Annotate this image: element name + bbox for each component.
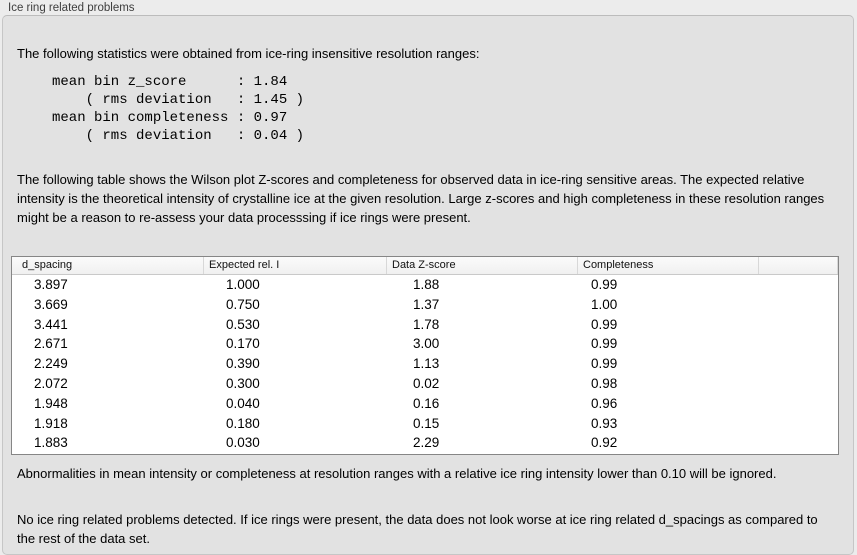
table-row[interactable]: 3.669 0.750 1.37 1.00 bbox=[12, 295, 838, 315]
column-header-data-z-score[interactable]: Data Z-score bbox=[387, 257, 578, 274]
table-cell: 2.072 bbox=[34, 375, 68, 391]
table-header-row: d_spacing Expected rel. I Data Z-score C… bbox=[12, 257, 838, 275]
table-cell: 0.16 bbox=[413, 395, 440, 411]
table-cell-empty bbox=[759, 433, 838, 453]
column-header-expected-rel-i[interactable]: Expected rel. I bbox=[204, 257, 387, 274]
table-cell: 0.300 bbox=[226, 375, 260, 391]
table-cell: 1.000 bbox=[226, 277, 260, 292]
table-cell: 3.897 bbox=[34, 277, 68, 292]
stat-line-mean-completeness: mean bin completeness : 0.97 bbox=[52, 110, 288, 126]
table-cell-empty bbox=[759, 394, 838, 414]
ignore-note-text: Abnormalities in mean intensity or compl… bbox=[17, 466, 777, 481]
table-cell: 3.669 bbox=[34, 296, 68, 312]
table-row[interactable]: 3.441 0.530 1.78 0.99 bbox=[12, 315, 838, 335]
table-cell: 1.78 bbox=[413, 316, 440, 332]
table-cell: 2.29 bbox=[413, 435, 440, 451]
table-row[interactable]: 1.918 0.180 0.15 0.93 bbox=[12, 414, 838, 434]
table-cell: 0.93 bbox=[591, 415, 618, 431]
table-description-text: The following table shows the Wilson plo… bbox=[17, 172, 825, 225]
table-cell: 0.99 bbox=[591, 277, 618, 292]
table-cell: 0.030 bbox=[226, 435, 260, 451]
table-cell: 1.883 bbox=[34, 435, 68, 451]
table-cell: 1.37 bbox=[413, 296, 440, 312]
table-cell-empty bbox=[759, 295, 838, 315]
table-cell: 0.15 bbox=[413, 415, 440, 431]
table-cell-empty bbox=[759, 315, 838, 335]
groupbox-title: Ice ring related problems bbox=[8, 2, 135, 14]
table-cell: 0.99 bbox=[591, 336, 618, 352]
ice-ring-table[interactable]: d_spacing Expected rel. I Data Z-score C… bbox=[11, 256, 839, 455]
table-cell-empty bbox=[759, 374, 838, 394]
table-cell: 3.00 bbox=[413, 336, 440, 352]
table-cell: 0.530 bbox=[226, 316, 260, 332]
stat-line-mean-zscore: mean bin z_score : 1.84 bbox=[52, 74, 288, 90]
table-cell-empty bbox=[759, 275, 838, 295]
stat-line-completeness-rms: ( rms deviation : 0.04 ) bbox=[52, 128, 305, 144]
table-cell: 0.040 bbox=[226, 395, 260, 411]
intro-text: The following statistics were obtained f… bbox=[17, 46, 480, 61]
table-cell-empty bbox=[759, 414, 838, 434]
table-cell: 1.00 bbox=[591, 296, 618, 312]
table-cell: 1.918 bbox=[34, 415, 68, 431]
column-header-completeness[interactable]: Completeness bbox=[578, 257, 759, 274]
table-row[interactable]: 2.072 0.300 0.02 0.98 bbox=[12, 374, 838, 394]
table-cell-empty bbox=[759, 354, 838, 374]
table-row[interactable]: 2.671 0.170 3.00 0.99 bbox=[12, 334, 838, 354]
ice-ring-groupbox: The following statistics were obtained f… bbox=[2, 15, 854, 555]
table-cell: 3.441 bbox=[34, 316, 68, 332]
table-cell: 2.671 bbox=[34, 336, 68, 352]
stat-line-zscore-rms: ( rms deviation : 1.45 ) bbox=[52, 92, 305, 108]
table-row[interactable]: 1.948 0.040 0.16 0.96 bbox=[12, 394, 838, 414]
column-header-empty bbox=[759, 257, 838, 274]
table-cell: 0.170 bbox=[226, 336, 260, 352]
table-cell: 0.02 bbox=[413, 375, 440, 391]
table-cell: 0.180 bbox=[226, 415, 260, 431]
table-row[interactable]: 3.897 1.000 1.88 0.99 bbox=[12, 275, 838, 295]
ice-table-body: 3.897 1.000 1.88 0.99 3.669 0.750 1.37 1.00 3.44… bbox=[12, 275, 838, 453]
table-cell: 0.99 bbox=[591, 356, 618, 372]
table-row[interactable]: 1.883 0.030 2.29 0.92 bbox=[12, 433, 838, 453]
table-cell: 1.13 bbox=[413, 356, 440, 372]
conclusion-text: No ice ring related problems detected. I… bbox=[17, 512, 818, 546]
table-cell: 0.98 bbox=[591, 375, 618, 391]
table-cell: 0.390 bbox=[226, 356, 260, 372]
stats-block: mean bin z_score : 1.84 ( rms deviation … bbox=[52, 73, 304, 145]
table-cell: 0.750 bbox=[226, 296, 260, 312]
column-header-d-spacing[interactable]: d_spacing bbox=[12, 257, 204, 274]
table-cell: 0.92 bbox=[591, 435, 618, 451]
table-cell: 0.99 bbox=[591, 316, 618, 332]
table-cell: 1.88 bbox=[413, 277, 440, 292]
table-cell: 1.948 bbox=[34, 395, 68, 411]
table-cell: 0.96 bbox=[591, 395, 618, 411]
table-row[interactable]: 2.249 0.390 1.13 0.99 bbox=[12, 354, 838, 374]
table-cell: 2.249 bbox=[34, 356, 68, 372]
table-cell-empty bbox=[759, 334, 838, 354]
